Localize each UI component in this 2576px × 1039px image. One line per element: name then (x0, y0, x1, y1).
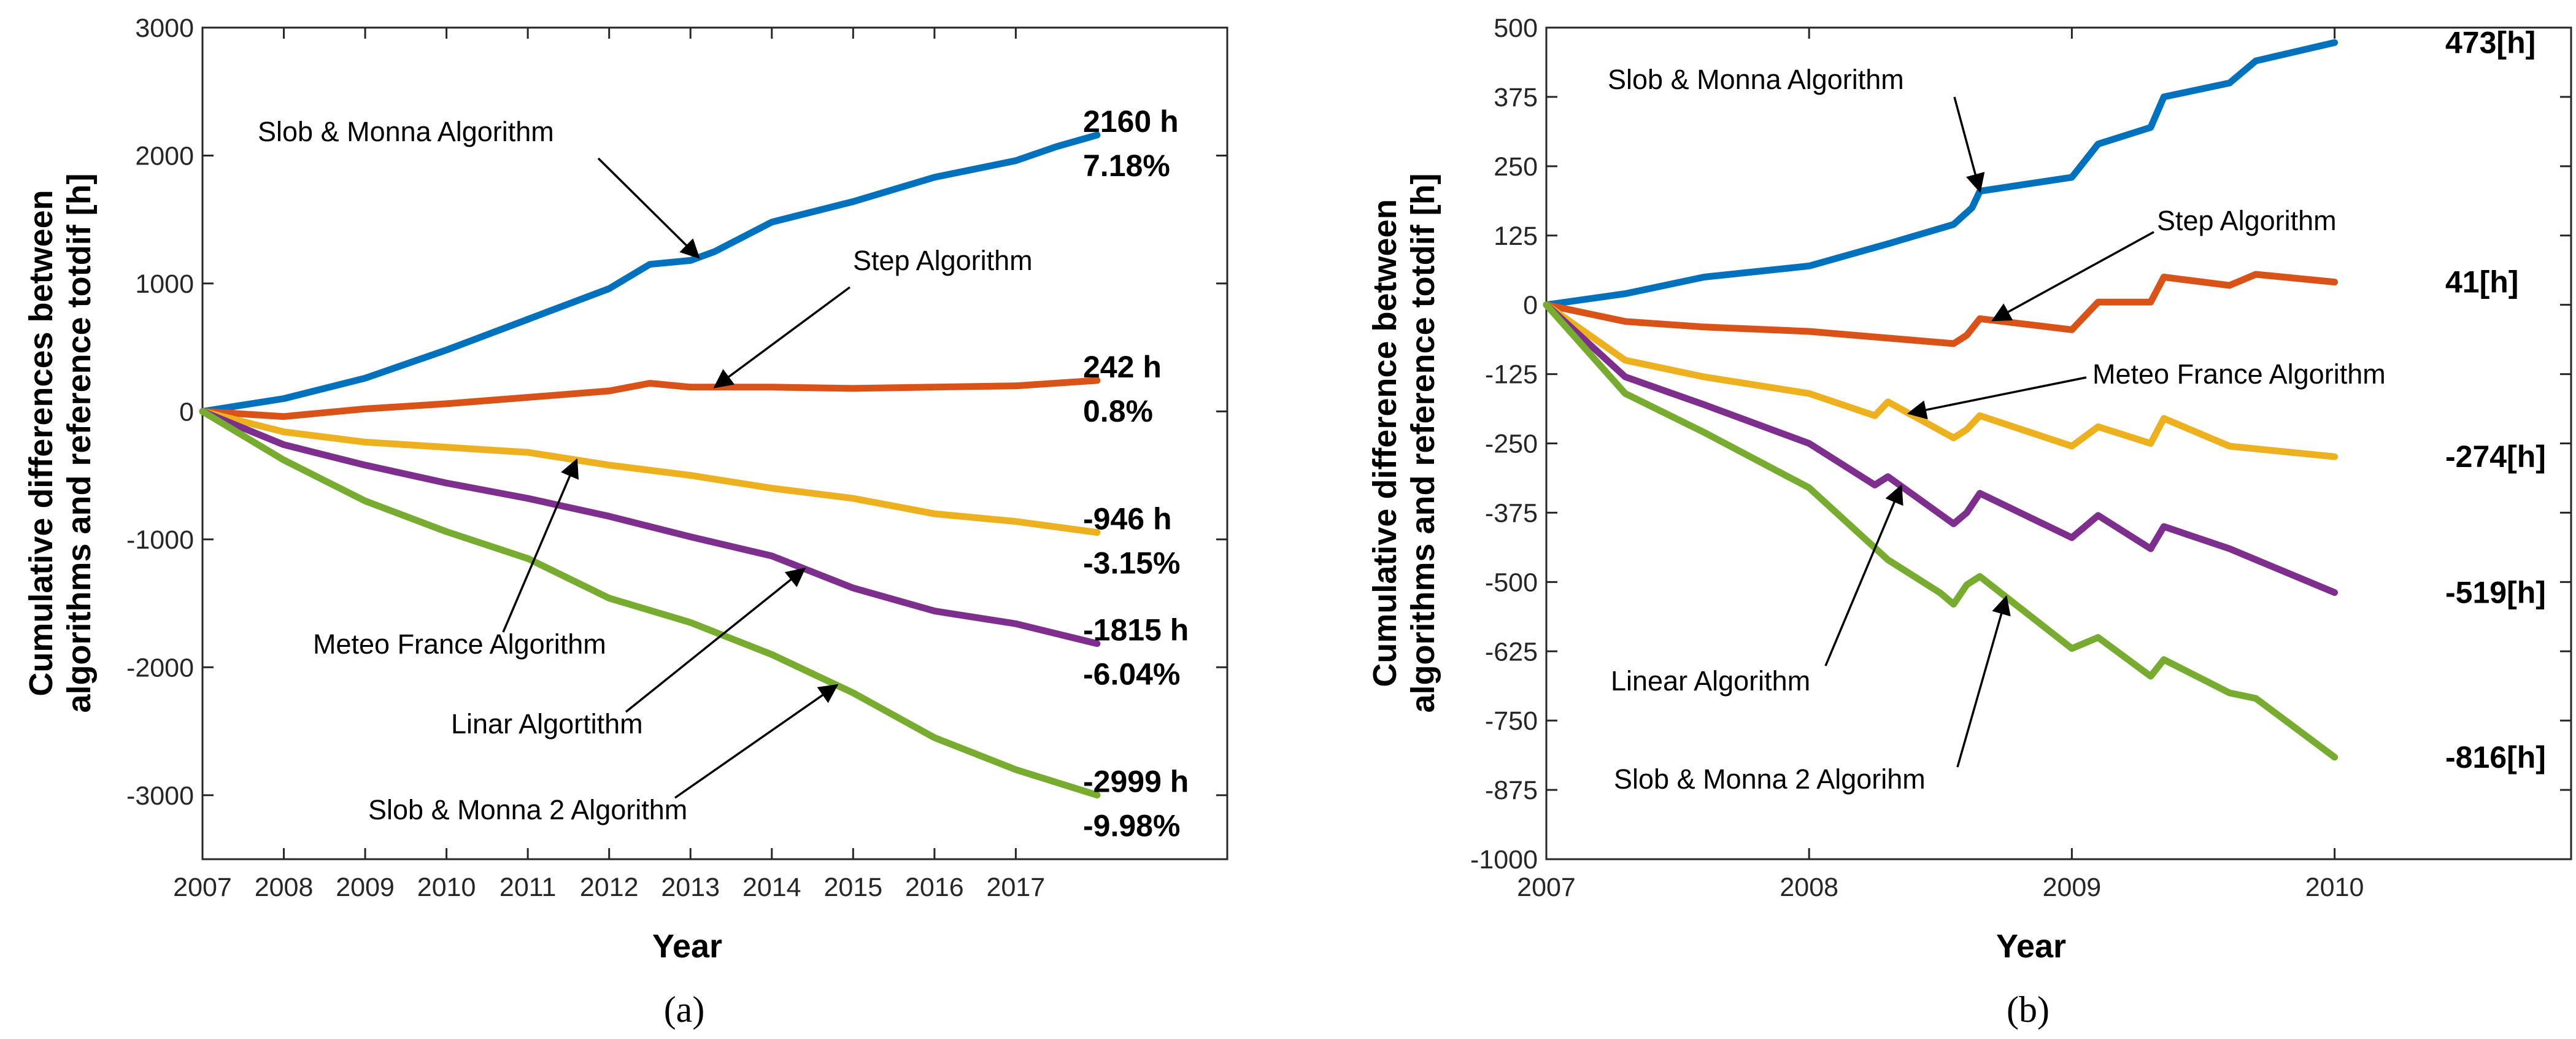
x-tick-label: 2015 (823, 873, 882, 902)
y-tick-label: 1000 (135, 269, 194, 299)
end-value-label: -6.04% (1083, 657, 1180, 692)
annotation-arrow (625, 567, 806, 713)
annotation-arrow (502, 458, 579, 633)
chart-panel-b: 500 375 250 125 0 -125 -250 -375 -500 -625 -750 -87… (1367, 14, 2572, 1030)
annotation-arrow (674, 684, 839, 799)
end-value-label: -816[h] (2445, 740, 2546, 774)
end-value-label: 7.18% (1083, 149, 1170, 183)
y-axis-label-line: Cumulative difference between (1367, 199, 1403, 687)
series-line-3 (199, 407, 1101, 536)
end-value-label: -1815 h (1083, 613, 1189, 647)
annotation-arrow (1907, 376, 2087, 420)
y-tick-label: 2000 (135, 141, 194, 171)
end-value-label: -2999 h (1083, 765, 1189, 799)
chart-panel-a: 3000 2000 1000 0 -1000 -2000 -3000 2007 2008 2009… (23, 14, 1228, 1030)
x-tick-label: 2011 (499, 873, 556, 902)
x-tick-label: 2013 (661, 873, 720, 902)
annotation-arrow (713, 286, 851, 388)
series-line-5 (199, 407, 1101, 799)
x-tick-label: 2012 (580, 873, 639, 902)
y-tick-label: -125 (1485, 360, 1538, 390)
annotation-arrow (1956, 595, 2011, 768)
series-line-1 (199, 131, 1101, 415)
y-tick-label: -500 (1485, 568, 1538, 597)
y-tick-label: 0 (1523, 291, 1538, 320)
y-tick-label: -875 (1485, 776, 1538, 805)
x-tick-label: 2007 (173, 873, 232, 902)
x-tick-label: 2017 (987, 873, 1046, 902)
y-tick-label: 3000 (135, 14, 194, 43)
series-annotation-label: Meteo France Algorithm (2092, 358, 2386, 390)
end-value-label: -3.15% (1083, 546, 1180, 581)
series-annotation-label: Slob & Monna Algorithm (258, 116, 554, 147)
end-value-label: -519[h] (2445, 575, 2546, 609)
series-line-4 (199, 407, 1101, 647)
y-tick-label: -1000 (126, 525, 194, 555)
annotation-arrow (1824, 484, 1903, 666)
y-axis-label-line: algorithms and reference totdif [h] (61, 173, 98, 713)
y-tick-label: -2000 (126, 653, 194, 682)
end-value-label: -274[h] (2445, 439, 2546, 474)
x-tick-label: 2007 (1517, 873, 1576, 902)
series-annotation-label: Slob & Monna Algorithm (1608, 64, 1904, 95)
series-line-2 (199, 377, 1101, 420)
y-axis-label: Cumulative differences betweenalgorithms… (23, 173, 98, 713)
y-tick-label: 0 (179, 397, 194, 427)
series-annotation-label: Slob & Monna 2 Algorihm (1614, 763, 1926, 795)
y-axis-label-line: Cumulative differences between (23, 190, 60, 696)
x-axis-label: Year (652, 928, 722, 965)
series-line-3 (1543, 301, 2339, 460)
series-annotation-label: Linar Algortithm (451, 708, 643, 740)
y-tick-label: -375 (1485, 498, 1538, 528)
y-tick-label: -3000 (126, 781, 194, 811)
annotation-arrow (1991, 231, 2154, 322)
end-value-label: -946 h (1083, 502, 1172, 536)
x-tick-label: 2008 (255, 873, 314, 902)
end-value-label: 41[h] (2445, 265, 2518, 299)
y-tick-label: -750 (1485, 706, 1538, 736)
end-value-label: 242 h (1083, 350, 1162, 384)
panel-label: (b) (2007, 989, 2050, 1030)
series-annotation-label: Slob & Monna 2 Algorithm (368, 794, 687, 825)
series-annotation-label: Step Algorithm (853, 245, 1033, 276)
y-axis-label-line: algorithms and reference totdif [h] (1405, 173, 1441, 713)
y-axis-label: Cumulative difference betweenalgorithms … (1367, 173, 1441, 713)
series-annotation-label: Meteo France Algorithm (313, 628, 606, 660)
x-tick-label: 2016 (905, 873, 964, 902)
x-tick-label: 2008 (1780, 873, 1838, 902)
series-annotation-label: Linear Algorithm (1611, 665, 1810, 697)
y-tick-label: -1000 (1470, 845, 1538, 875)
x-tick-label: 2014 (742, 873, 801, 902)
y-tick-label: 500 (1494, 14, 1538, 43)
end-value-label: 0.8% (1083, 394, 1153, 428)
end-value-label: -9.98% (1083, 809, 1180, 843)
series-line-5 (1543, 301, 2339, 761)
end-value-label: 473[h] (2445, 25, 2536, 60)
x-tick-label: 2009 (336, 873, 395, 902)
x-axis-label: Year (1996, 928, 2066, 965)
end-value-label: 2160 h (1083, 104, 1179, 139)
x-tick-label: 2009 (2043, 873, 2102, 902)
y-tick-label: -250 (1485, 430, 1538, 459)
panel-label: (a) (664, 989, 705, 1030)
annotation-arrow (1953, 96, 1985, 193)
y-tick-label: -625 (1485, 637, 1538, 666)
x-tick-label: 2010 (2305, 873, 2364, 902)
y-tick-label: 125 (1494, 222, 1538, 251)
series-annotation-label: Step Algorithm (2157, 205, 2337, 236)
series-line-4 (1543, 301, 2339, 596)
y-tick-label: 375 (1494, 83, 1538, 112)
series-line-2 (1543, 271, 2339, 347)
y-tick-label: 250 (1494, 152, 1538, 182)
x-tick-label: 2010 (417, 873, 476, 902)
annotation-arrow (597, 157, 700, 259)
